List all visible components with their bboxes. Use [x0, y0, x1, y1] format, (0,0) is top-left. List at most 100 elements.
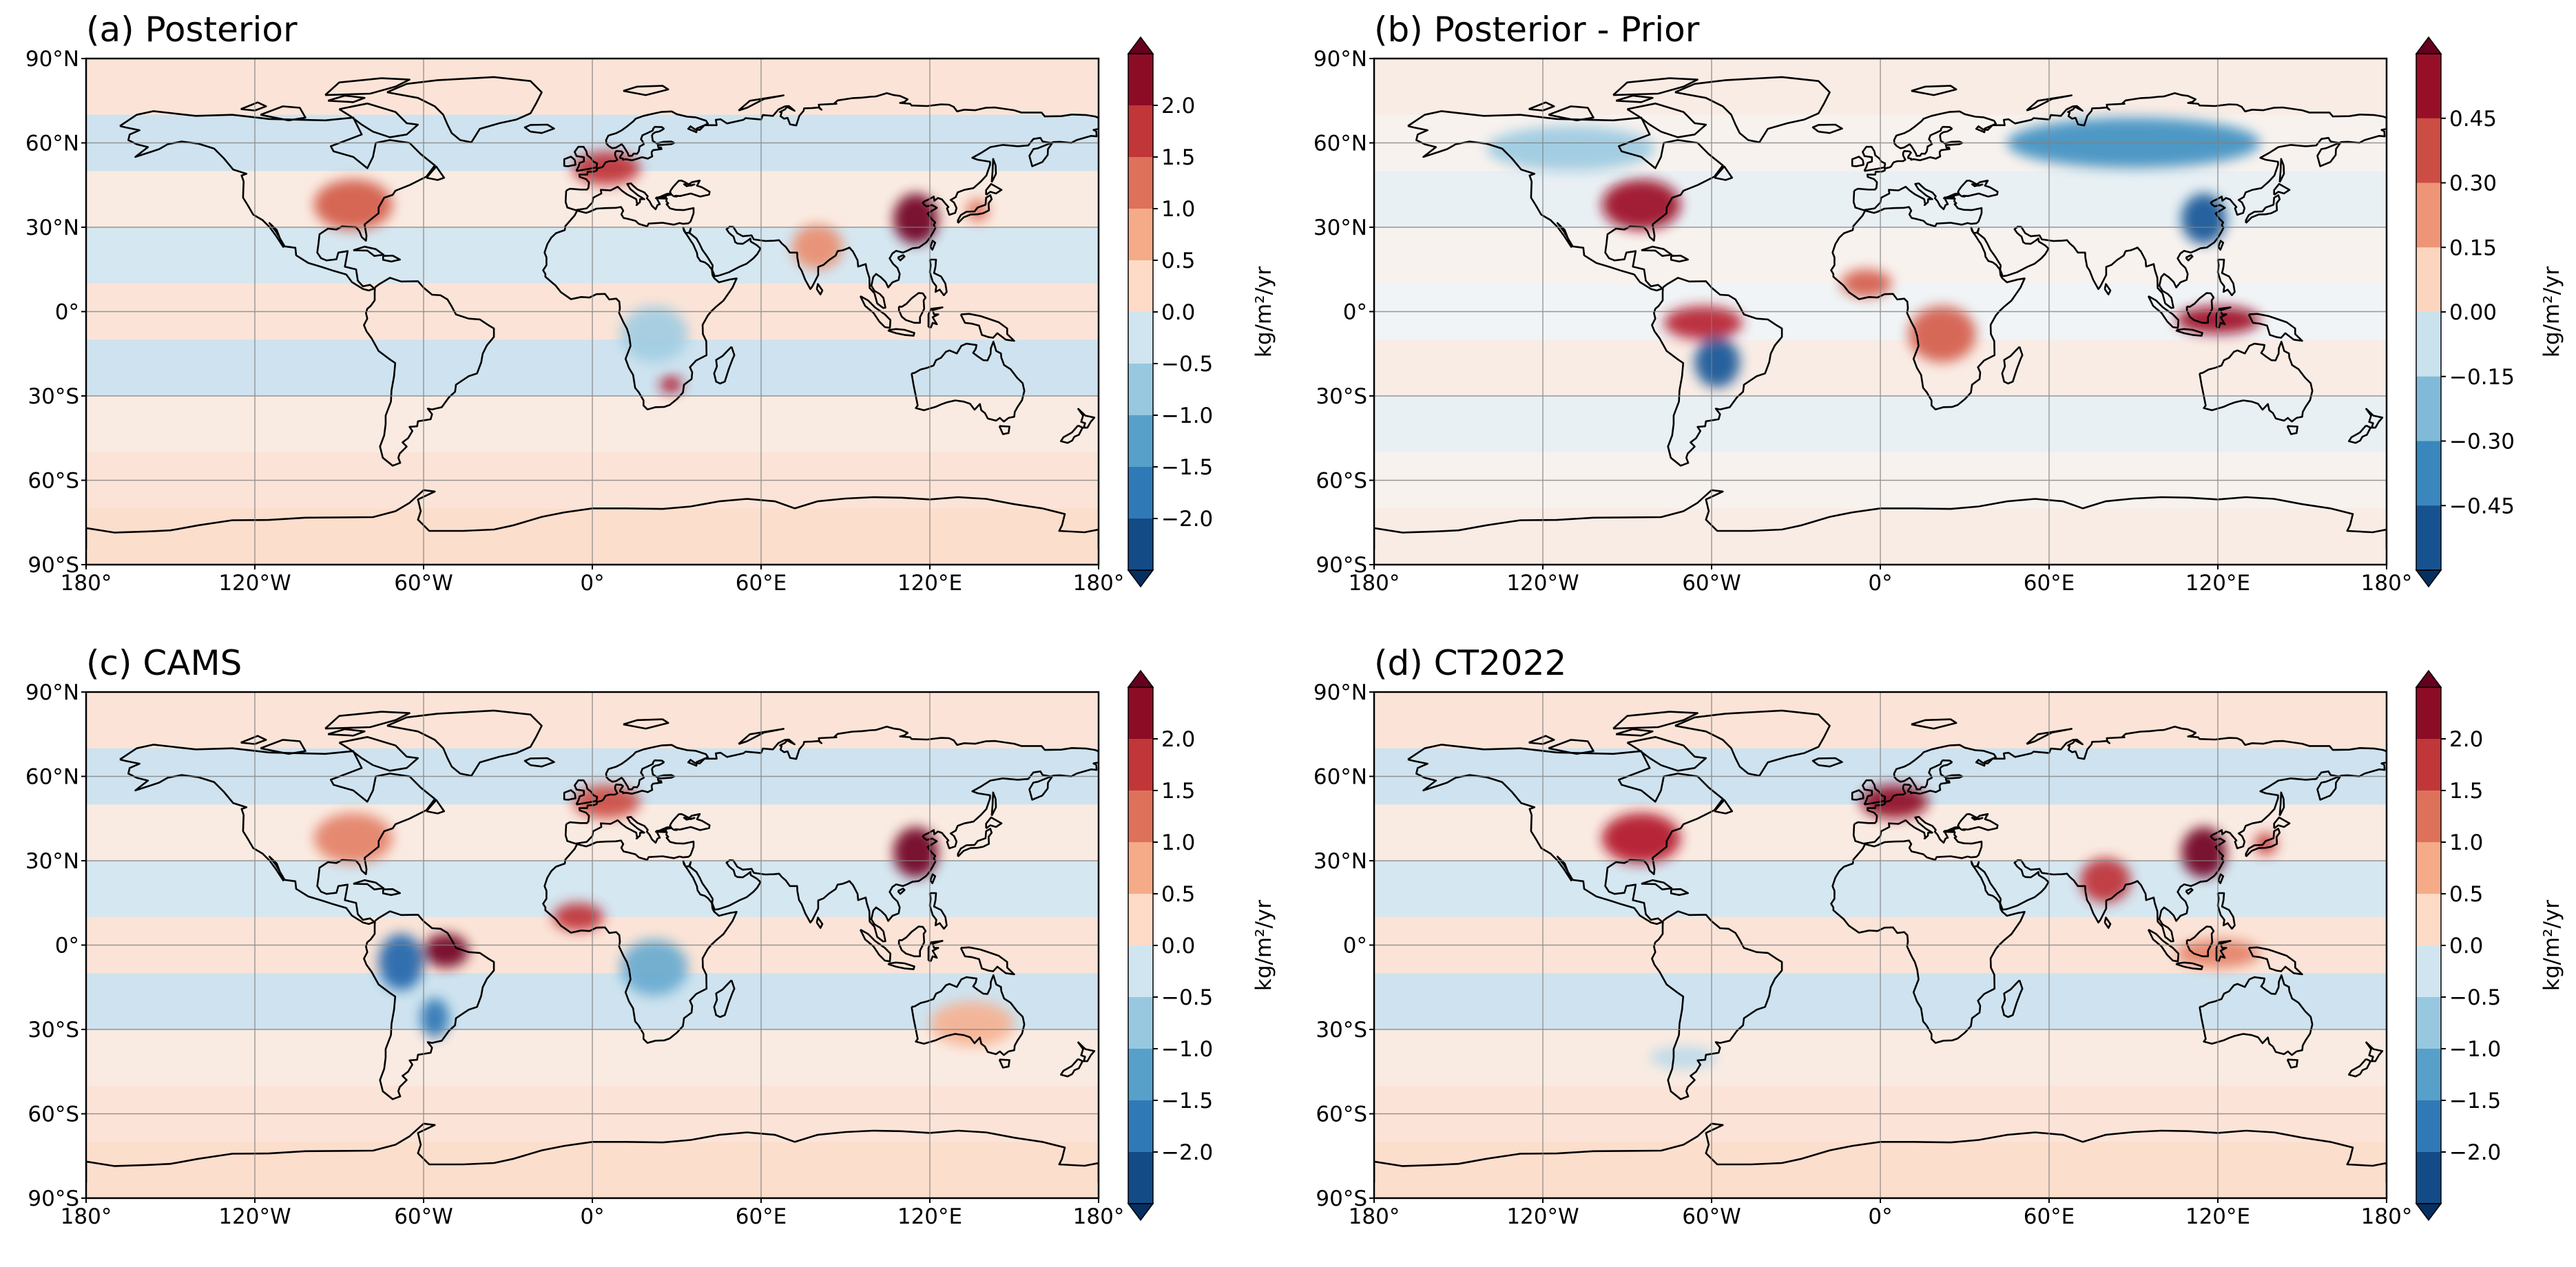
colorbar-bin: [2416, 312, 2441, 377]
coastline-java: [2175, 328, 2203, 337]
colorbar-tick-label: 0.00: [2449, 300, 2497, 325]
coastline-japan: [2245, 828, 2281, 857]
coastline-devon-island: [327, 94, 366, 103]
x-tick-label: 180°: [61, 1204, 112, 1229]
colorbar-bin: [2416, 894, 2441, 946]
colorbar-extend-max: [2415, 669, 2442, 688]
coastline-banks-island: [240, 101, 267, 112]
map-panel-posterior-minus-prior: (b) Posterior - Prior 180° 120°W 60°W 0° 60°E…: [1288, 0, 2576, 634]
x-tick-label: 60°W: [1682, 571, 1741, 596]
colorbar-bin: [2416, 842, 2441, 894]
colorbar-bin: [1128, 842, 1153, 894]
colorbar-tick-label: −0.30: [2449, 430, 2515, 454]
region-western-amazon: [378, 934, 424, 990]
y-tick-label: 0°: [1343, 300, 1367, 325]
colorbar-tick-label: −2.0: [2449, 1140, 2501, 1165]
coastline-philippines: [2216, 258, 2236, 297]
map-svg: (a) Posterior 180° 120°W 60°W 0° 60°E 120°E 180…: [25, 10, 1276, 596]
coastline-new-guinea: [2247, 313, 2303, 342]
y-tick-label: 30°N: [1313, 849, 1367, 874]
coastline-antarctica: [1374, 489, 2387, 549]
coastline-madagascar: [713, 979, 736, 1018]
coastline-south-america: [1651, 910, 1783, 1100]
colorbar: 2.0 1.5 1.0 0.5 0.0 −0.5 −1.0 −1.5 −2.0: [2415, 669, 2501, 1222]
coastline-britain: [1861, 779, 1887, 806]
coastline-nz-south: [2348, 424, 2371, 444]
coastline-sulawesi: [2215, 940, 2232, 962]
coastline-antarctica: [86, 1122, 1099, 1183]
coastline-sulawesi: [927, 306, 944, 328]
colorbar-bin: [1128, 312, 1153, 364]
coastline-europe-asia: [1830, 725, 2387, 1044]
x-tick-label: 60°E: [2024, 1204, 2075, 1229]
colorbar-bin: [2416, 1100, 2441, 1153]
y-tick-label: 30°N: [25, 216, 79, 240]
coastline-novaya-zemlya: [738, 94, 785, 112]
x-tick-label: 60°E: [2024, 571, 2075, 596]
colorbar-bin: [1128, 157, 1153, 209]
colorbar-bin: [2416, 182, 2441, 248]
x-tick-label: 180°: [1349, 571, 1400, 596]
colorbar-bin: [1128, 54, 1153, 106]
colorbar-extend-min: [2415, 569, 2442, 588]
coastline-cuba: [1641, 879, 1673, 891]
x-tick-label: 180°: [1349, 1204, 1400, 1229]
colorbar-tick-label: −2.0: [1161, 1140, 1213, 1165]
coastline-iceland: [1811, 757, 1843, 768]
coastline-sumatra: [2147, 295, 2180, 329]
x-tick-label: 0°: [580, 1204, 604, 1229]
coastline-banks-island: [1528, 101, 1555, 112]
coastline-ireland: [1851, 789, 1865, 801]
x-tick-label: 60°E: [736, 571, 787, 596]
coastline-borneo: [897, 292, 927, 324]
coastline-sumatra: [2147, 928, 2180, 963]
region-central-africa: [620, 306, 688, 362]
region-canada-boreal: [1486, 126, 1656, 171]
colorbar-tick-label: 0.45: [2449, 107, 2497, 132]
coastline-sri-lanka: [816, 917, 824, 929]
colorbar-bin: [2416, 997, 2441, 1049]
coastline-nz-north: [1077, 1041, 1096, 1062]
coastline-japan: [957, 828, 993, 857]
colorbar-bin: [2416, 441, 2441, 506]
colorbar-bin: [1128, 467, 1153, 519]
map-svg: (b) Posterior - Prior 180° 120°W 60°W 0° 60°E…: [1313, 10, 2564, 596]
coastline-newfoundland: [1714, 165, 1734, 181]
colorbar-tick-label: 2.0: [1161, 727, 1195, 752]
x-tick-label: 180°: [1073, 1204, 1125, 1229]
coastline-madagascar: [2001, 346, 2024, 385]
x-tick-label: 120°E: [2185, 1204, 2250, 1229]
colorbar-tick-label: −1.5: [2449, 1089, 2501, 1113]
colorbar-tick-label: 0.15: [2449, 235, 2497, 260]
colorbar-unit-label: kg/m²/yr: [1251, 266, 1276, 357]
coastline-sri-lanka: [2104, 283, 2112, 295]
colorbar-tick-label: −0.5: [2449, 985, 2501, 1010]
y-tick-label: 30°S: [28, 384, 79, 409]
colorbar-tick-label: 1.5: [1161, 779, 1195, 804]
colorbar-bin: [2416, 118, 2441, 183]
coastline-cuba: [1641, 245, 1673, 258]
coastline-philippines: [928, 892, 948, 930]
coastline-hokkaido: [2273, 816, 2291, 830]
colorbar-extend-max: [1127, 669, 1154, 688]
coastline-cuba: [353, 245, 385, 258]
region-west-africa: [552, 903, 604, 932]
coastline-philippines: [2216, 892, 2236, 930]
coastline-greenland: [386, 76, 543, 143]
coastline-nz-south: [1060, 1058, 1083, 1078]
coastline-nz-south: [2348, 1058, 2371, 1078]
coastline-newfoundland: [426, 799, 446, 815]
colorbar-tick-label: 2.0: [2449, 727, 2483, 752]
coastline-taiwan: [929, 873, 937, 885]
x-tick-label: 60°W: [394, 571, 453, 596]
y-tick-label: 60°N: [25, 765, 79, 790]
coastline-madagascar: [2001, 979, 2024, 1018]
coastline-victoria-island: [260, 739, 307, 755]
coastline-ellesmere: [1612, 77, 1699, 96]
coastline-hokkaido: [985, 816, 1003, 830]
colorbar-bin: [1128, 945, 1153, 998]
x-tick-label: 180°: [61, 571, 112, 596]
coastline-devon-island: [1615, 728, 1654, 737]
coastline-devon-island: [1615, 94, 1654, 103]
coastline-java: [2175, 961, 2203, 970]
